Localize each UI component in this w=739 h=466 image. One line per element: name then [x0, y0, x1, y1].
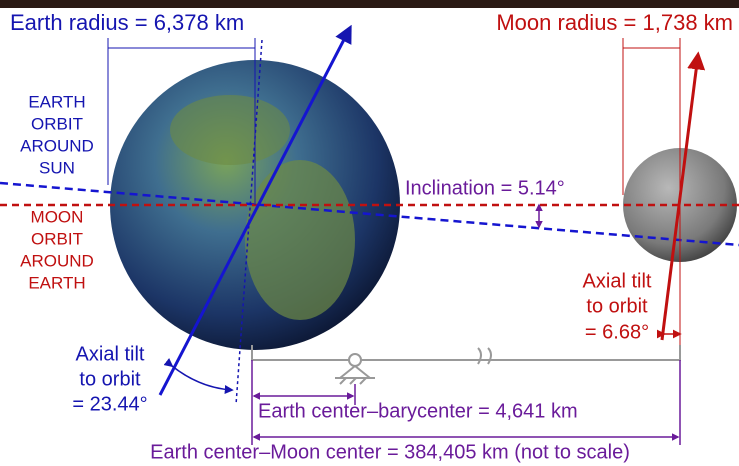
top-bar [0, 0, 739, 8]
moon-tilt-label: to orbit [586, 295, 648, 317]
moon-orbit-label: EARTH [28, 273, 85, 292]
earth-orbit-label: ORBIT [31, 114, 83, 133]
earth-orbit-label: EARTH [28, 92, 85, 111]
moon-radius-label: Moon radius = 1,738 km [496, 10, 733, 35]
continent [170, 95, 290, 165]
diagram: Earth radius = 6,378 km Moon radius = 1,… [0, 0, 739, 466]
moon-distance-label: Earth center–Moon center = 384,405 km (n… [150, 441, 630, 463]
moon-tilt-label: Axial tilt [583, 270, 652, 292]
earth-radius-label: Earth radius = 6,378 km [10, 10, 244, 35]
moon-orbit-label: AROUND [20, 251, 94, 270]
earth-tilt-arc [172, 366, 232, 390]
moon-orbit-label: MOON [31, 207, 84, 226]
earth-tilt-label: Axial tilt [76, 343, 145, 365]
barycenter-label: Earth center–barycenter = 4,641 km [258, 400, 578, 422]
earth-orbit-label: AROUND [20, 136, 94, 155]
earth-tilt-label: = 23.44° [72, 393, 147, 415]
continent [245, 160, 355, 320]
earth-orbit-label: SUN [39, 158, 75, 177]
distance-frame [252, 345, 680, 384]
inclination-label: Inclination = 5.14° [405, 177, 565, 199]
moon-tilt-label: = 6.68° [585, 321, 649, 343]
moon-orbit-label: ORBIT [31, 229, 83, 248]
earth-tilt-label: to orbit [79, 368, 141, 390]
